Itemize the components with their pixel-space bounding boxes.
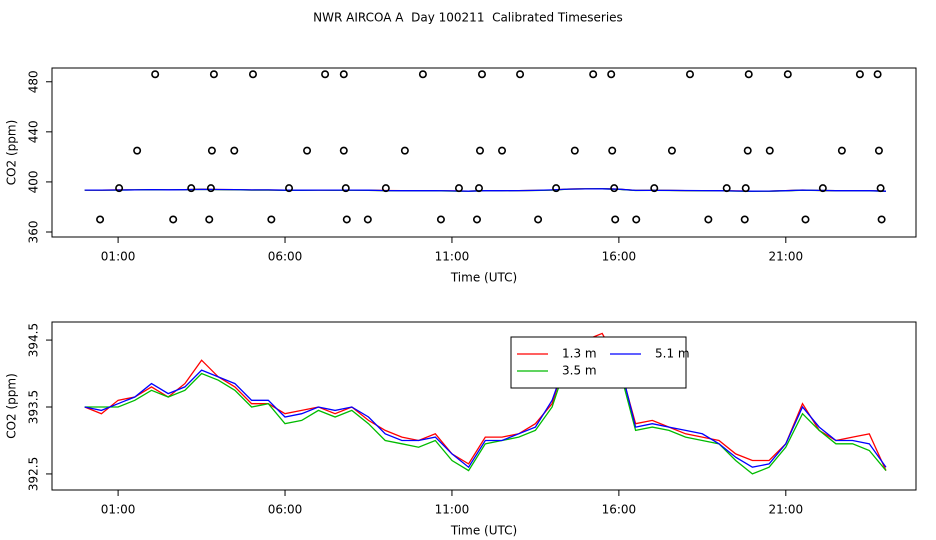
scatter-point [454, 184, 463, 193]
x-axis-label: Time (UTC) [450, 524, 517, 538]
x-tick-label: 21:00 [769, 250, 804, 264]
scatter-point [321, 70, 330, 79]
scatter-point [650, 184, 659, 193]
scatter-point [783, 70, 792, 79]
scatter-point [877, 215, 886, 224]
plot-frame [51, 67, 917, 238]
scatter-point [169, 215, 178, 224]
scatter-point [704, 215, 713, 224]
legend-label: 3.5 m [562, 364, 597, 378]
scatter-point [552, 184, 561, 193]
scatter-point [589, 70, 598, 79]
scatter-point [632, 215, 641, 224]
scatter-point [611, 215, 620, 224]
y-tick-label: 392.5 [27, 457, 41, 491]
scatter-point [608, 146, 617, 155]
scatter-point [744, 70, 753, 79]
scatter-point [209, 70, 218, 79]
scatter-point [207, 146, 216, 155]
y-tick-label: 394.5 [27, 323, 41, 357]
legend-label: 1.3 m [562, 347, 597, 361]
legend-label: 5.1 m [655, 347, 690, 361]
legend-box [510, 336, 687, 389]
scatter-point [267, 215, 276, 224]
scatter-point [765, 146, 774, 155]
x-tick-label: 01:00 [101, 503, 136, 517]
scatter-point [722, 184, 731, 193]
scatter-point [741, 184, 750, 193]
scatter-point [667, 146, 676, 155]
y-axis-label: CO2 (ppm) [5, 373, 19, 439]
scatter-point [516, 70, 525, 79]
y-tick-label: 393.5 [27, 390, 41, 424]
scatter-point [801, 215, 810, 224]
scatter-point [855, 70, 864, 79]
scatter-point [133, 146, 142, 155]
scatter-point [685, 70, 694, 79]
scatter-point [285, 184, 294, 193]
x-tick-label: 11:00 [435, 250, 470, 264]
scatter-point [436, 215, 445, 224]
y-tick-label: 400 [27, 170, 41, 193]
scatter-point [876, 184, 885, 193]
scatter-point [381, 184, 390, 193]
x-tick-label: 11:00 [435, 503, 470, 517]
scatter-point [607, 70, 616, 79]
scatter-point [472, 215, 481, 224]
scatter-point [418, 70, 427, 79]
y-tick-label: 480 [27, 70, 41, 93]
scatter-point [475, 146, 484, 155]
scatter-point [400, 146, 409, 155]
data-line [84, 332, 887, 471]
scatter-point [873, 70, 882, 79]
plot-frame [51, 321, 917, 491]
scatter-point [205, 215, 214, 224]
scatter-point [187, 184, 196, 193]
y-axis-label: CO2 (ppm) [5, 120, 19, 186]
scatter-point [363, 215, 372, 224]
scatter-point [206, 184, 215, 193]
x-tick-label: 16:00 [602, 250, 637, 264]
scatter-point [477, 70, 486, 79]
data-line [84, 188, 887, 192]
scatter-point [570, 146, 579, 155]
x-tick-label: 16:00 [602, 503, 637, 517]
scatter-point [474, 184, 483, 193]
scatter-point [498, 146, 507, 155]
y-tick-label: 440 [27, 120, 41, 143]
data-line [84, 339, 887, 475]
scatter-point [230, 146, 239, 155]
scatter-point [341, 184, 350, 193]
data-line [84, 339, 887, 469]
scatter-point [743, 146, 752, 155]
scatter-point [342, 215, 351, 224]
scatter-point [248, 70, 257, 79]
scatter-point [151, 70, 160, 79]
x-tick-label: 01:00 [101, 250, 136, 264]
scatter-point [534, 215, 543, 224]
x-tick-label: 21:00 [769, 503, 804, 517]
scatter-point [96, 215, 105, 224]
scatter-point [115, 184, 124, 193]
scatter-point [818, 184, 827, 193]
scatter-point [740, 215, 749, 224]
scatter-point [837, 146, 846, 155]
chart-title: NWR AIRCOA A Day 100211 Calibrated Times… [313, 11, 623, 25]
x-tick-label: 06:00 [268, 250, 303, 264]
scatter-point [339, 146, 348, 155]
scatter-point [874, 146, 883, 155]
scatter-point [303, 146, 312, 155]
y-tick-label: 360 [27, 221, 41, 244]
scatter-point [610, 184, 619, 193]
scatter-point [339, 70, 348, 79]
x-axis-label: Time (UTC) [450, 271, 517, 285]
x-tick-label: 06:00 [268, 503, 303, 517]
